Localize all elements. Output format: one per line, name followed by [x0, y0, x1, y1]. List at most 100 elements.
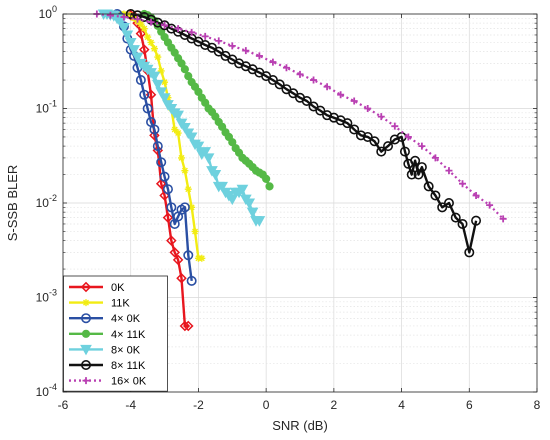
data-point [445, 167, 453, 175]
data-point [183, 320, 194, 332]
series-line [130, 12, 478, 254]
data-point [499, 215, 507, 223]
data-point [486, 201, 494, 209]
data-point [265, 182, 274, 191]
data-point [185, 132, 198, 143]
data-point [188, 28, 196, 36]
data-point [164, 94, 172, 102]
data-point [147, 18, 155, 26]
data-point [418, 142, 426, 150]
data-point [246, 207, 259, 219]
data-point [369, 136, 380, 147]
x-tick-label: 6 [466, 398, 473, 412]
data-point [349, 124, 360, 135]
data-point [172, 110, 184, 122]
data-point [179, 202, 190, 213]
data-point [158, 93, 171, 104]
data-point [161, 21, 169, 29]
legend-label: 8× 11K [111, 360, 146, 372]
data-point [423, 181, 434, 192]
x-tick-label: 0 [263, 398, 270, 412]
legend-label: 8× 0K [111, 344, 141, 356]
data-point [155, 178, 167, 189]
data-point [162, 184, 173, 195]
data-point [406, 169, 417, 180]
data-point [471, 215, 482, 226]
data-point [262, 174, 271, 183]
data-point [310, 76, 318, 84]
data-point [228, 138, 237, 147]
data-point [137, 20, 145, 28]
data-point [416, 162, 427, 173]
data-point [301, 96, 312, 107]
data-point [282, 64, 290, 72]
data-point [355, 130, 366, 141]
data-point [255, 52, 263, 60]
data-point [410, 155, 421, 166]
legend-marker [82, 377, 90, 385]
data-point [156, 157, 167, 168]
data-point [288, 88, 299, 99]
data-point [174, 129, 182, 137]
data-point [216, 181, 228, 193]
y-tick-label: 10-3 [36, 288, 57, 305]
legend-label: 16× 0K [111, 376, 147, 388]
data-point [166, 235, 177, 246]
data-point [450, 212, 461, 223]
data-point [383, 141, 394, 152]
data-point [188, 203, 196, 211]
data-point [315, 105, 326, 116]
x-tick-label: 2 [331, 398, 338, 412]
data-point [152, 141, 163, 152]
data-point [431, 154, 439, 162]
data-point [399, 146, 410, 157]
data-point [157, 67, 165, 75]
y-tick-label: 10-4 [36, 382, 57, 399]
data-point [183, 250, 194, 261]
data-point [135, 75, 146, 86]
legend-entry: 8× 11K [69, 359, 146, 372]
legend-marker [81, 329, 91, 338]
data-point [138, 44, 150, 55]
data-point [201, 32, 209, 40]
x-tick-label: -6 [58, 398, 69, 412]
legend-entry: 8× 0K [69, 344, 141, 356]
legend-marker [81, 313, 92, 324]
data-point [350, 97, 358, 105]
data-point [106, 11, 114, 19]
data-point [199, 147, 212, 158]
data-point [179, 122, 191, 134]
data-point [151, 79, 164, 91]
data-point [376, 146, 387, 157]
data-point [118, 22, 130, 34]
data-point [457, 218, 468, 229]
data-point [133, 15, 141, 23]
data-point [377, 113, 385, 121]
data-point [149, 124, 160, 135]
legend-label: 4× 0K [111, 313, 141, 325]
data-point [430, 190, 441, 201]
legend-marker [82, 299, 90, 307]
y-tick-label: 10-1 [36, 99, 57, 116]
data-point [179, 320, 191, 332]
data-point [181, 167, 189, 175]
data-point [404, 133, 412, 141]
data-point [459, 180, 467, 188]
data-point [121, 30, 134, 41]
data-point [161, 78, 169, 86]
data-point [364, 105, 372, 112]
data-point [202, 153, 215, 164]
legend-label: 4× 11K [111, 329, 146, 341]
data-point [242, 47, 250, 55]
legend-label: 11K [111, 298, 130, 310]
legend-marker [80, 344, 92, 356]
data-point [267, 75, 278, 86]
y-tick-label: 10-2 [36, 193, 57, 210]
data-point [236, 184, 249, 196]
data-point [322, 110, 333, 121]
legend-marker [80, 281, 92, 293]
data-point [150, 45, 158, 53]
data-point [124, 37, 137, 49]
x-tick-label: -2 [193, 398, 204, 412]
data-point [159, 171, 170, 182]
